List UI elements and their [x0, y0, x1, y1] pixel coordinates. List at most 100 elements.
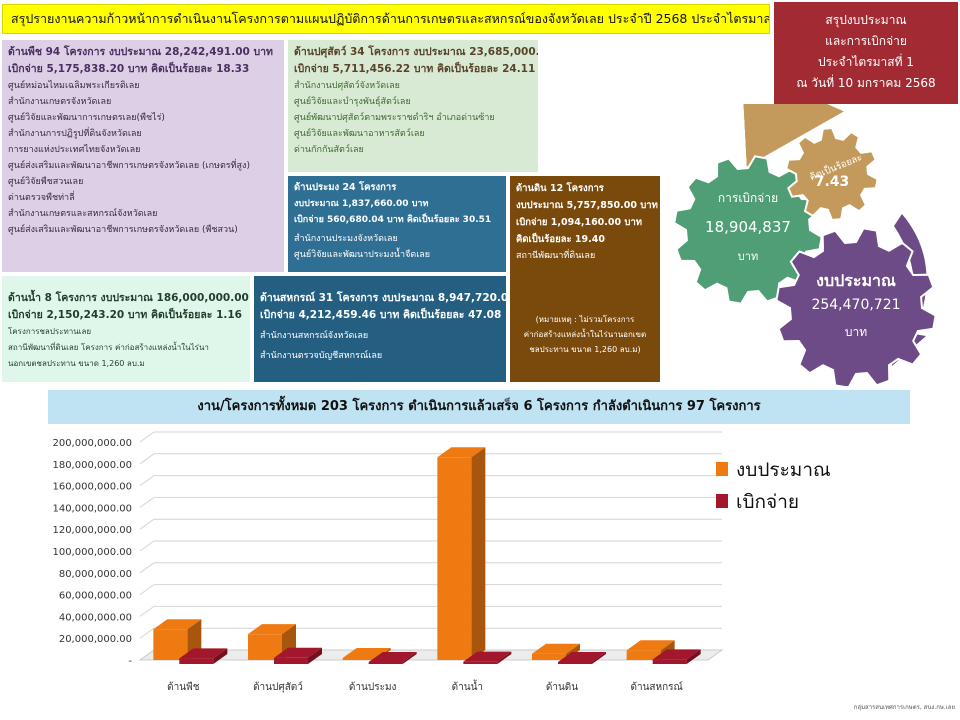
y-tick-label: 80,000,000.00	[59, 569, 132, 580]
legend-swatch	[716, 462, 728, 476]
panel-head: ด้านปศุสัตว์ 34 โครงการ งบประมาณ 23,685,…	[294, 46, 538, 58]
bar-budget	[153, 619, 202, 660]
bar-front	[274, 657, 308, 664]
panel-head: เบิกจ่าย 560,680.04 บาท คิดเป็นร้อยละ 30…	[294, 215, 492, 225]
summary-line: สรุปงบประมาณ	[825, 13, 907, 27]
unit-item: การยางแห่งประเทศไทยจังหวัดเลย	[8, 145, 141, 155]
unit-item: สำนักงานสหกรณ์จังหวัดเลย	[260, 331, 369, 341]
grid-connector	[139, 431, 155, 443]
panel-head: คิดเป็นร้อยละ 19.40	[516, 234, 605, 245]
page-title: สรุปรายงานความก้าวหน้าการดำเนินงานโครงกา…	[2, 4, 770, 34]
bar-side	[592, 652, 606, 664]
tan-arrow-arc	[741, 104, 844, 167]
panel-water: ด้านน้ำ 8 โครงการ งบประมาณ 186,000,000.0…	[2, 276, 250, 382]
y-tick-label: 120,000,000.00	[52, 525, 132, 536]
unit-item: ด่านตรวจพืชท่าลี่	[8, 193, 75, 203]
grid-connector	[139, 584, 155, 596]
unit-item: สำนักงานเกษตรจังหวัดเลย	[8, 97, 112, 107]
note-line: ค่าก่อสร้างแหล่งน้ำในไร่นานอกเขต	[523, 330, 647, 339]
x-tick-label: ด้านปศุสัตว์	[253, 681, 303, 693]
unit-item: สำนักงานเกษตรและสหกรณ์จังหวัดเลย	[8, 209, 158, 219]
bar-front	[532, 653, 566, 660]
panel-head: ด้านประมง 24 โครงการ	[294, 182, 397, 193]
bar-side	[497, 651, 512, 664]
unit-item: ศูนย์วิจัยพืชสวนเลย	[8, 177, 84, 187]
disbursed-value: 18,904,837	[705, 218, 791, 236]
bar-disbursed	[558, 652, 606, 664]
bar-front	[179, 658, 214, 664]
panel-head: เบิกจ่าย 5,711,456.22 บาท คิดเป็นร้อยละ …	[294, 63, 536, 75]
bar-front	[248, 634, 282, 660]
bar-front	[558, 662, 592, 664]
x-tick-label: ด้านน้ำ	[452, 679, 483, 693]
disbursed-unit: บาท	[738, 250, 758, 263]
budget-gears-graphic: การเบิกจ่าย 18,904,837 บาท คิดเป็นร้อยละ…	[673, 104, 937, 386]
footer-note: กลุ่มสารสนเทศการเกษตร, สนง.กษ.เลย	[853, 704, 955, 711]
x-tick-label: ด้านสหกรณ์	[630, 681, 682, 693]
unit-item: นอกเขตชลประทาน ขนาด 1,260 ลบ.ม	[8, 359, 145, 368]
grid-connector	[139, 605, 155, 617]
gear-tan	[785, 126, 879, 222]
bar-disbursed	[463, 651, 512, 664]
panel-fishery: ด้านประมง 24 โครงการ งบประมาณ 1,837,660.…	[288, 176, 506, 272]
unit-item: สำนักงานประมงจังหวัดเลย	[294, 234, 398, 244]
panel-head: งบประมาณ 1,837,660.00 บาท	[294, 199, 429, 209]
x-tick-label: ด้านพืช	[167, 681, 200, 693]
percent-value: 7.43	[815, 174, 850, 190]
bar-top	[179, 648, 228, 659]
note-line: ชลประทาน ขนาด 1,260 ลบ.ม)	[529, 345, 641, 354]
bar-top	[558, 652, 606, 662]
x-tick-label: ด้านประมง	[349, 681, 397, 693]
grid-connector	[139, 562, 155, 574]
grid-connector	[139, 475, 155, 487]
summary-line: และการเบิกจ่าย	[825, 34, 907, 48]
bar-disbursed	[368, 652, 417, 664]
gear-purple-shape	[775, 227, 937, 386]
panel-land: ด้านดิน 12 โครงการ งบประมาณ 5,757,850.00…	[510, 176, 660, 382]
panel-head: งบประมาณ 5,757,850.00 บาท	[516, 200, 658, 211]
panel-head: ด้านน้ำ 8 โครงการ งบประมาณ 186,000,000.0…	[8, 292, 250, 304]
panel-coop: ด้านสหกรณ์ 31 โครงการ งบประมาณ 8,947,720…	[254, 276, 506, 382]
unit-item: โครงการชลประทานเลย	[8, 327, 92, 336]
y-tick-label: 140,000,000.00	[52, 503, 132, 514]
panel-livestock: ด้านปศุสัตว์ 34 โครงการ งบประมาณ 23,685,…	[288, 40, 538, 172]
unit-item: ศูนย์วิจัยและพัฒนาประมงน้ำจืดเลย	[294, 250, 431, 260]
y-tick-label: -	[128, 656, 132, 667]
bar-top	[532, 643, 580, 654]
bar-top	[437, 447, 486, 458]
bar-front	[368, 662, 403, 664]
grid-connector	[139, 518, 155, 530]
gear-green	[673, 155, 823, 305]
bar-front	[652, 659, 687, 664]
unit-item: สำนักงานตรวจบัญชีสหกรณ์เลย	[260, 351, 383, 361]
unit-item: ด่านกักกันสัตว์เลย	[294, 145, 364, 155]
bar-disbursed	[179, 648, 228, 664]
y-tick-label: 160,000,000.00	[52, 482, 132, 493]
grid-connector	[139, 540, 155, 552]
summary-box: สรุปงบประมาณ และการเบิกจ่าย ประจำไตรมาสท…	[774, 2, 958, 104]
bar-side	[686, 649, 701, 664]
grid-connector	[139, 627, 155, 639]
panel-head: ด้านดิน 12 โครงการ	[516, 183, 604, 194]
unit-item: ศูนย์พัฒนาปศุสัตว์ตามพระราชดำริฯ อำเภอด่…	[294, 113, 495, 123]
bar-side	[402, 652, 417, 664]
bar-disbursed	[652, 649, 701, 664]
unit-item: ศูนย์หม่อนไหมเฉลิมพระเกียรติเลย	[8, 81, 140, 91]
bar-side	[213, 648, 228, 664]
grid-connector	[139, 496, 155, 508]
y-tick-label: 100,000,000.00	[52, 547, 132, 558]
panel-plants: ด้านพืช 94 โครงการ งบประมาณ 28,242,491.0…	[2, 40, 284, 272]
bar-front	[342, 657, 377, 660]
project-summary-banner: งาน/โครงการทั้งหมด 203 โครงการ ดำเนินการ…	[48, 390, 910, 424]
y-tick-label: 200,000,000.00	[52, 438, 132, 449]
bar-side	[308, 647, 322, 664]
unit-item: ศูนย์วิจัยและพัฒนาการเกษตรเลย(พืชไร่)	[8, 113, 165, 123]
budget-bar-chart: - 20,000,000.00 40,000,000.00 60,000,000.00…	[52, 431, 831, 693]
unit-item: สำนักงานปศุสัตว์จังหวัดเลย	[294, 81, 400, 91]
legend-label: เบิกจ่าย	[736, 491, 799, 513]
x-tick-label: ด้านดิน	[546, 681, 578, 693]
budget-label: งบประมาณ	[816, 271, 896, 290]
y-tick-label: 60,000,000.00	[59, 591, 132, 602]
unit-item: สถานีพัฒนาที่ดินเลย	[516, 251, 596, 261]
budget-unit: บาท	[845, 325, 867, 339]
